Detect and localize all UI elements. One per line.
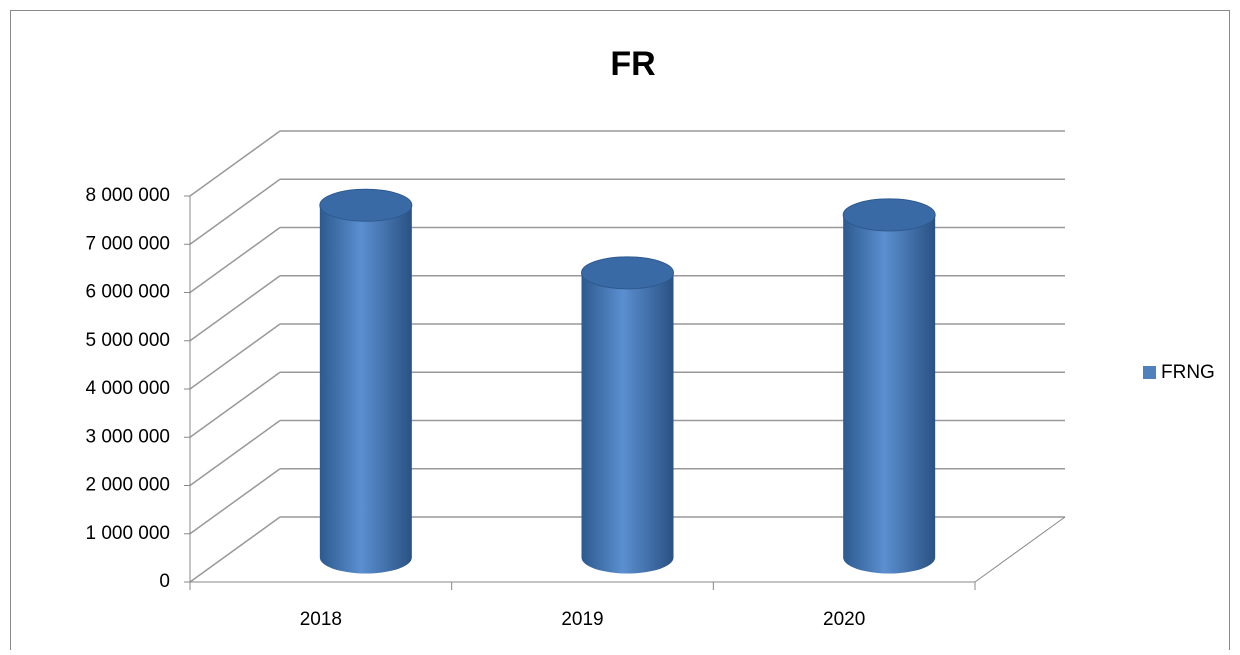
- y-tick-label: 0: [159, 571, 170, 592]
- cylinder-body: [581, 272, 674, 574]
- cylinder-body: [319, 205, 412, 574]
- y-tick-label: 3 000 000: [85, 426, 170, 447]
- y-tick-label: 6 000 000: [85, 282, 170, 303]
- grid-line: [189, 226, 281, 294]
- grid-line: [189, 130, 281, 197]
- legend-label: FRNG: [1161, 362, 1215, 383]
- x-tick-label: 2020: [823, 609, 865, 630]
- chart-title: FR: [610, 45, 655, 83]
- cylinder: [581, 256, 674, 574]
- grid-line: [189, 275, 281, 342]
- legend-swatch: [1143, 366, 1156, 379]
- grid-line: [189, 468, 281, 535]
- grid-line: [189, 371, 281, 438]
- x-tick-label: 2019: [561, 609, 603, 630]
- floor-edge: [974, 516, 1066, 583]
- y-tick-label: 4 000 000: [85, 378, 170, 399]
- grid-line: [189, 178, 281, 245]
- x-tick-label: 2018: [300, 609, 342, 630]
- cylinder-top: [842, 198, 936, 232]
- cylinder: [319, 188, 413, 574]
- cylinder-body: [843, 214, 936, 574]
- grid-line: [189, 516, 281, 583]
- grid-line: [189, 323, 281, 390]
- y-tick-label: 8 000 000: [85, 185, 170, 206]
- y-tick-label: 5 000 000: [85, 330, 170, 351]
- cylinder: [842, 198, 936, 574]
- grid-line: [189, 419, 281, 487]
- cylinder-top: [319, 188, 413, 222]
- y-tick-label: 1 000 000: [85, 523, 170, 544]
- cylinder-top: [581, 256, 674, 290]
- y-tick-label: 2 000 000: [85, 475, 170, 496]
- y-tick-label: 7 000 000: [85, 233, 170, 254]
